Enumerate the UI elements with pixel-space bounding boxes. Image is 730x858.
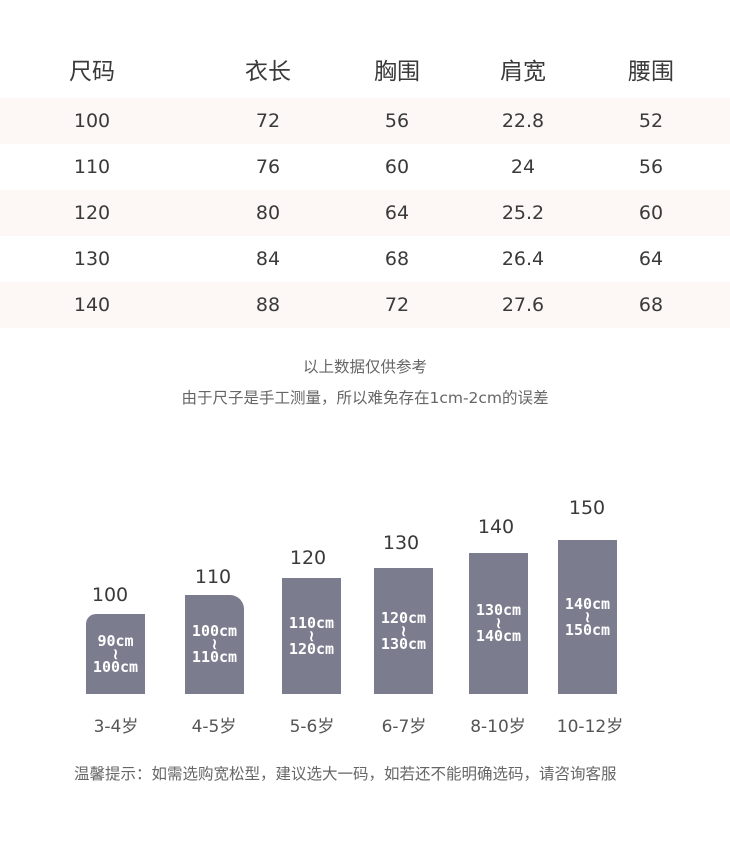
cell-length: 76 [255, 156, 281, 178]
header-waist: 腰围 [628, 59, 674, 85]
cell-waist: 52 [638, 110, 664, 132]
cell-shoulder: 22.8 [501, 110, 545, 132]
range-max: 110cm [191, 648, 238, 666]
cell-chest: 60 [384, 156, 410, 178]
cell-chest: 64 [384, 202, 410, 224]
cell-chest: 72 [384, 294, 410, 316]
table-row: 110 76 60 24 56 [0, 144, 730, 190]
cell-length: 72 [255, 110, 281, 132]
cell-length: 80 [255, 202, 281, 224]
measurement-error-note: 由于尺子是手工测量，所以难免存在1cm-2cm的误差 [181, 389, 549, 407]
height-range-bar: 120cm ≀ 130cm [374, 568, 433, 694]
height-range-bar: 90cm ≀ 100cm [86, 614, 145, 694]
range-max: 100cm [92, 657, 139, 676]
cell-shoulder: 24 [510, 156, 536, 178]
reference-note: 以上数据仅供参考 [302, 358, 427, 376]
cell-size: 120 [73, 202, 111, 224]
height-range-bar: 130cm ≀ 140cm [469, 553, 528, 694]
cell-shoulder: 26.4 [501, 248, 545, 270]
cell-size: 110 [73, 156, 111, 178]
cell-shoulder: 25.2 [501, 202, 545, 224]
cell-chest: 56 [384, 110, 410, 132]
cell-size: 100 [73, 110, 111, 132]
cell-length: 88 [255, 294, 281, 316]
cell-length: 84 [255, 248, 281, 270]
range-min: 130cm [475, 601, 522, 619]
height-range-bar: 140cm ≀ 150cm [558, 540, 617, 694]
header-size: 尺码 [69, 59, 115, 85]
range-min: 110cm [288, 613, 335, 632]
height-range-bar: 100cm ≀ 110cm [185, 595, 244, 694]
tilde-icon: ≀ [400, 621, 407, 640]
tilde-icon: ≀ [112, 644, 119, 663]
tilde-icon: ≀ [211, 635, 218, 653]
range-max: 130cm [380, 634, 427, 653]
bar-size-label: 110 [194, 566, 232, 588]
range-min: 90cm [97, 631, 134, 650]
age-label: 8-10岁 [470, 717, 526, 737]
table-row: 120 80 64 25.2 60 [0, 190, 730, 236]
age-label: 3-4岁 [93, 717, 139, 737]
table-row: 130 84 68 26.4 64 [0, 236, 730, 282]
cell-waist: 56 [638, 156, 664, 178]
bar-size-label: 100 [91, 584, 129, 606]
tilde-icon: ≀ [584, 607, 591, 626]
cell-chest: 68 [384, 248, 410, 270]
cell-size: 140 [73, 294, 111, 316]
bar-size-label: 140 [477, 516, 515, 538]
bar-size-label: 130 [382, 532, 420, 554]
cell-waist: 60 [638, 202, 664, 224]
table-row: 140 88 72 27.6 68 [0, 282, 730, 328]
cell-waist: 68 [638, 294, 664, 316]
age-label: 10-12岁 [556, 717, 624, 737]
cell-shoulder: 27.6 [501, 294, 545, 316]
bar-size-label: 120 [289, 547, 327, 569]
range-max: 120cm [288, 639, 335, 658]
size-table: 尺码 衣长 胸围 肩宽 腰围 100 72 56 22.8 52 110 76 … [0, 40, 730, 328]
range-min: 120cm [380, 608, 427, 627]
warm-tip: 温馨提示：如需选购宽松型，建议选大一码，如若还不能明确选码，请咨询客服 [74, 765, 617, 783]
height-range-bar: 110cm ≀ 120cm [282, 578, 341, 694]
header-length: 衣长 [245, 59, 291, 85]
header-shoulder: 肩宽 [500, 59, 546, 85]
age-label: 5-6岁 [289, 717, 335, 737]
bar-size-label: 150 [568, 497, 606, 519]
age-label: 4-5岁 [191, 717, 237, 737]
cell-waist: 64 [638, 248, 664, 270]
range-min: 100cm [191, 622, 238, 640]
tilde-icon: ≀ [308, 626, 315, 645]
table-header-row: 尺码 衣长 胸围 肩宽 腰围 [0, 40, 730, 98]
range-max: 150cm [564, 620, 611, 639]
cell-size: 130 [73, 248, 111, 270]
range-min: 140cm [564, 594, 611, 613]
age-label: 6-7岁 [381, 717, 427, 737]
range-max: 140cm [475, 627, 522, 645]
height-size-chart: 100 90cm ≀ 100cm 3-4岁 110 100cm ≀ 110cm … [0, 480, 730, 750]
table-row: 100 72 56 22.8 52 [0, 98, 730, 144]
header-chest: 胸围 [374, 59, 420, 85]
tilde-icon: ≀ [495, 614, 502, 632]
